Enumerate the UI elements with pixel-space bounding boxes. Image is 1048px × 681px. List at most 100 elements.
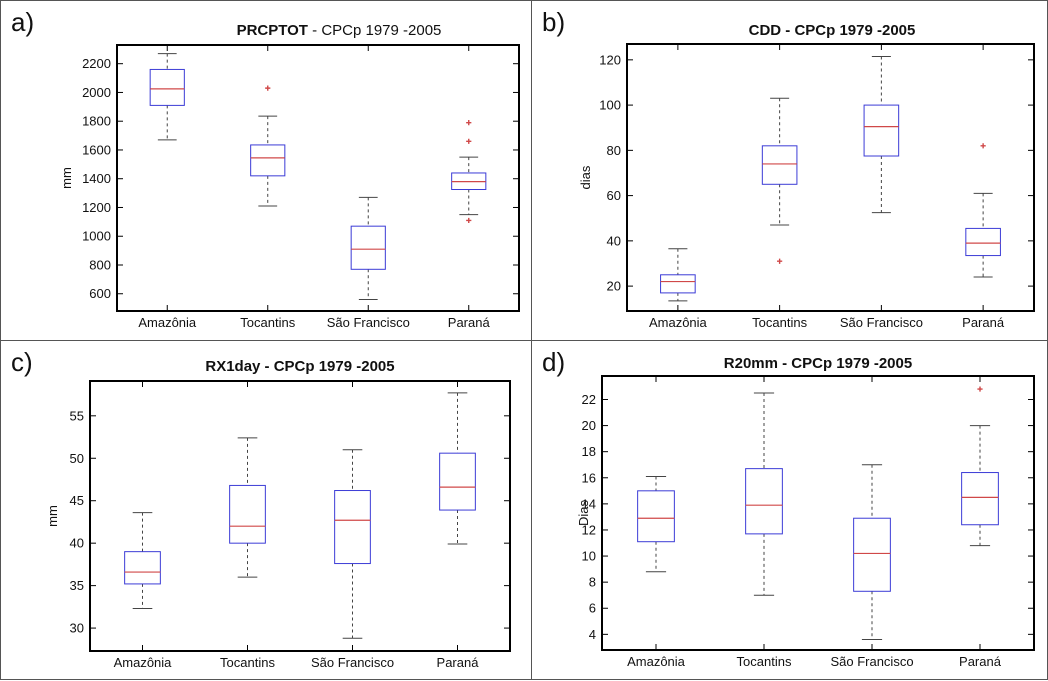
outlier-marker xyxy=(977,386,983,392)
iqr-box xyxy=(660,274,696,294)
chart-title-text: RX1day - CPCp 1979 -2005 xyxy=(205,358,394,375)
iqr-box xyxy=(961,472,999,526)
x-tick-label: Paraná xyxy=(448,315,491,330)
iqr-box xyxy=(250,144,286,177)
y-tick-label: 2200 xyxy=(82,56,111,71)
x-tick-label: Tocantins xyxy=(737,654,792,669)
box-1 xyxy=(250,85,286,207)
iqr-box xyxy=(334,490,371,565)
y-tick-label: 2000 xyxy=(82,85,111,100)
y-tick-label: 14 xyxy=(582,496,596,511)
panel-label-d: d) xyxy=(542,347,566,377)
x-tick-label: Amazônia xyxy=(649,315,708,330)
outlier-marker xyxy=(777,258,783,264)
iqr-box xyxy=(853,517,891,592)
chart-r20mm: R20mm - CPCp 1979 -2005 Dias 4 6 8 10 12 14 16 18… xyxy=(576,355,1035,669)
y-tick-label: 1400 xyxy=(82,171,111,186)
iqr-box xyxy=(637,490,675,543)
y-tick-label: 20 xyxy=(607,279,621,294)
panel-label-a: a) xyxy=(11,7,35,37)
y-tick-label: 1000 xyxy=(82,229,111,244)
y-tick-label: 8 xyxy=(589,575,596,590)
outlier-marker xyxy=(466,138,472,144)
y-tick-label: 100 xyxy=(599,98,621,113)
box-0 xyxy=(660,248,696,302)
y-tick-label: 18 xyxy=(582,444,596,459)
plot-frame xyxy=(601,375,1035,651)
iqr-box xyxy=(149,68,185,106)
y-tick-label: 40 xyxy=(70,536,84,551)
iqr-box xyxy=(350,225,386,270)
y-tick-label: 16 xyxy=(582,470,596,485)
plot-frame xyxy=(626,43,1035,312)
iqr-box xyxy=(761,145,798,185)
y-axis-label: Dias xyxy=(576,500,591,527)
plot-frame xyxy=(89,380,511,652)
outlier-marker xyxy=(265,85,271,91)
y-tick-label: 1600 xyxy=(82,142,111,157)
y-tick-label: 60 xyxy=(607,188,621,203)
x-tick-label: Paraná xyxy=(962,315,1005,330)
y-tick-label: 30 xyxy=(70,621,84,636)
box-3 xyxy=(451,120,487,224)
box-2 xyxy=(853,464,891,641)
y-axis-label: mm xyxy=(59,167,74,189)
y-axis-label: dias xyxy=(578,165,593,189)
y-tick-label: 22 xyxy=(582,392,596,407)
iqr-box xyxy=(124,551,161,585)
chart-rx1day: RX1day - CPCp 1979 -2005 mm 30 35 40 45 50 55 Am… xyxy=(45,358,511,670)
box-3 xyxy=(961,386,999,547)
x-tick-label: Paraná xyxy=(437,655,480,670)
box-0 xyxy=(124,512,161,610)
outlier-marker xyxy=(466,120,472,126)
y-tick-label: 12 xyxy=(582,522,596,537)
chart-title: RX1day - CPCp 1979 -2005 xyxy=(205,358,394,375)
x-tick-label: Paraná xyxy=(959,654,1002,669)
y-tick-label: 800 xyxy=(89,257,111,272)
iqr-box xyxy=(863,104,900,157)
outlier-marker xyxy=(980,143,986,149)
y-tick-label: 45 xyxy=(70,493,84,508)
outlier-marker xyxy=(466,217,472,224)
y-tick-label: 1200 xyxy=(82,200,111,215)
panel-label-b: b) xyxy=(542,7,566,37)
y-tick-label: 55 xyxy=(70,408,84,423)
box-1 xyxy=(229,437,266,578)
iqr-box xyxy=(965,227,1001,257)
iqr-box xyxy=(745,468,783,535)
panel-a: a) PRCPTOT - CPCp 1979 -2005 mm 600 800 1000… xyxy=(0,0,532,341)
chart-title-bold: PRCPTOT xyxy=(237,22,308,39)
iqr-box xyxy=(439,452,476,511)
x-tick-label: Tocantins xyxy=(220,655,275,670)
y-tick-label: 600 xyxy=(89,286,111,301)
chart-title-text: - CPCp 1979 -2005 xyxy=(308,22,441,39)
box-3 xyxy=(439,392,476,545)
x-tick-label: Amazônia xyxy=(114,655,173,670)
panel-d: d) R20mm - CPCp 1979 -2005 Dias 4 6 8 10 12 14 1… xyxy=(531,340,1048,680)
box-3 xyxy=(965,143,1001,278)
box-2 xyxy=(334,449,371,639)
x-tick-label: Amazônia xyxy=(627,654,686,669)
plot-frame xyxy=(116,44,520,312)
box-1 xyxy=(745,392,783,596)
x-tick-label: São Francisco xyxy=(840,315,923,330)
chart-cdd: CDD - CPCp 1979 -2005 dias 20 40 60 80 100 120 A… xyxy=(578,22,1035,330)
y-tick-label: 50 xyxy=(70,451,84,466)
y-tick-label: 20 xyxy=(582,418,596,433)
chart-prcptot: PRCPTOT - CPCp 1979 -2005 mm 600 800 1000 120… xyxy=(59,22,520,330)
x-tick-label: São Francisco xyxy=(311,655,394,670)
chart-title: R20mm - CPCp 1979 -2005 xyxy=(724,355,912,372)
chart-title-text: CDD - CPCp 1979 -2005 xyxy=(749,22,916,39)
y-tick-label: 40 xyxy=(607,233,621,248)
box-2 xyxy=(863,55,900,214)
x-tick-label: Tocantins xyxy=(240,315,295,330)
y-tick-label: 120 xyxy=(599,52,621,67)
box-0 xyxy=(149,53,185,141)
y-tick-label: 80 xyxy=(607,143,621,158)
y-axis-label: mm xyxy=(45,505,60,527)
box-0 xyxy=(637,475,675,573)
box-1 xyxy=(761,97,798,264)
x-tick-label: São Francisco xyxy=(830,654,913,669)
y-tick-label: 10 xyxy=(582,549,596,564)
